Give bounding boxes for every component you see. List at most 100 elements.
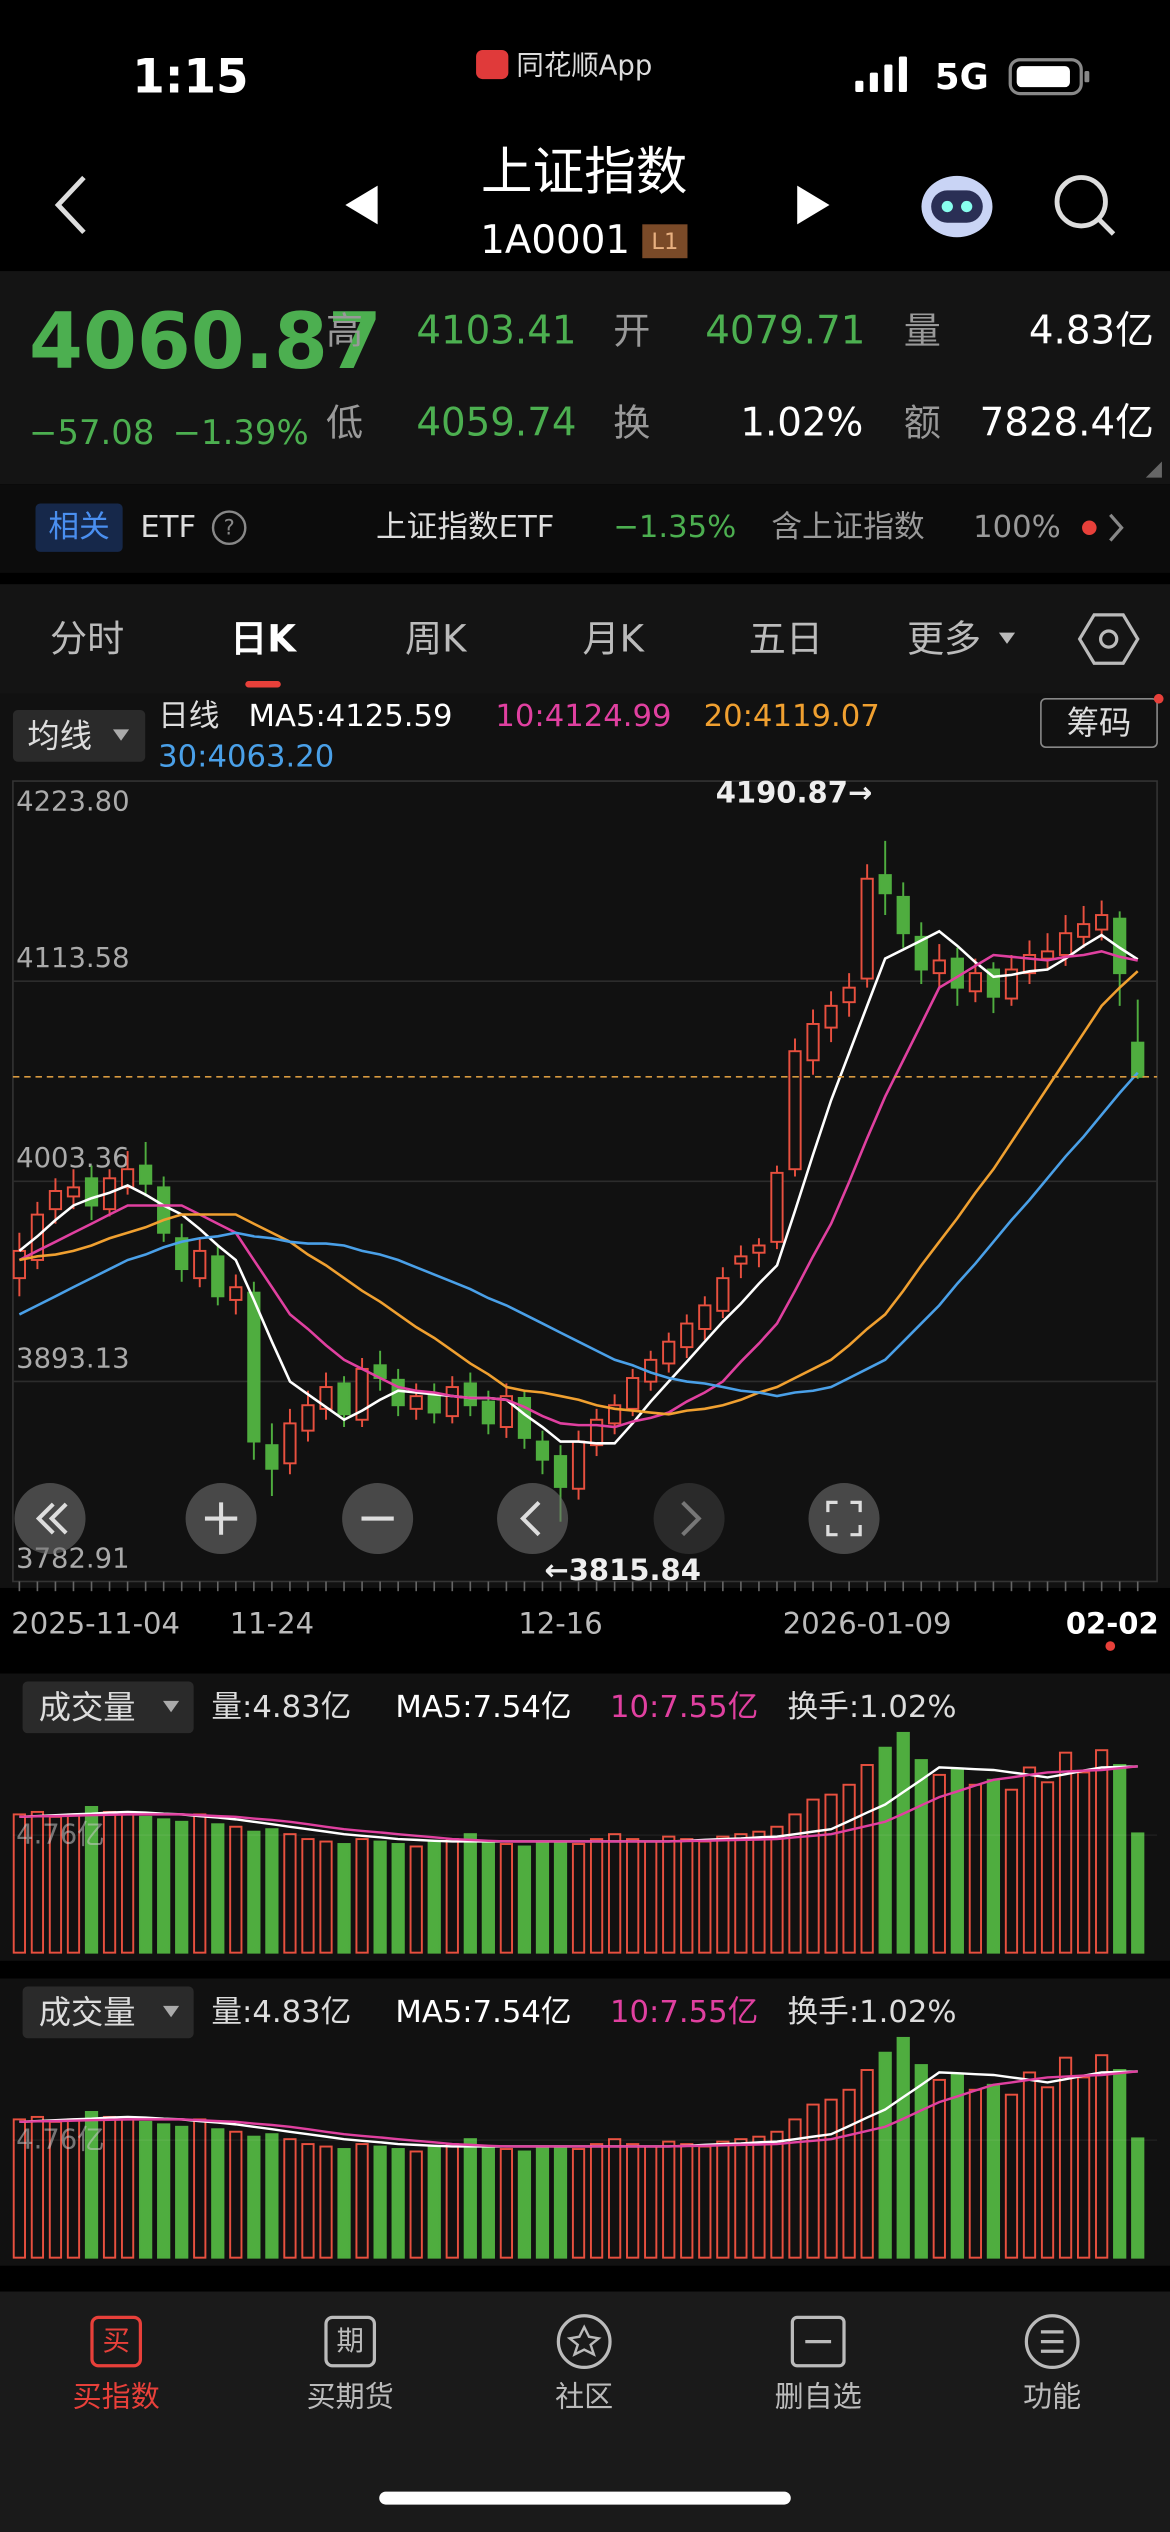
volume-bar	[30, 1810, 45, 1954]
candle-body	[319, 1386, 333, 1410]
volume-bar	[1131, 2137, 1145, 2259]
help-icon[interactable]	[211, 510, 247, 546]
assistant-button[interactable]	[921, 175, 993, 238]
chart-control[interactable]	[808, 1483, 880, 1555]
stat-label: 开	[613, 309, 650, 352]
nav-label[interactable]: 功能	[1023, 2379, 1081, 2413]
tab[interactable]: 周K	[405, 618, 468, 661]
volume-bar	[1095, 1749, 1109, 1954]
candle-body	[337, 1382, 351, 1416]
tab[interactable]: 更多	[907, 618, 981, 661]
volume-bar	[1113, 2069, 1127, 2259]
turnover-label: 换手:1.02%	[788, 1690, 957, 1725]
nav-label[interactable]: 买期货	[307, 2379, 394, 2413]
volume-bar	[553, 1840, 568, 1954]
volume-ma-legend: 10:7.55亿	[610, 1690, 758, 1725]
volume-bar	[481, 2145, 495, 2259]
volume-bar	[445, 2143, 459, 2259]
x-tick-label: 02-02	[1066, 1606, 1159, 1640]
candle-body	[842, 986, 856, 1004]
y-tick-label: 4113.58	[16, 943, 129, 974]
control-icon	[204, 1502, 238, 1535]
chart-control[interactable]	[653, 1483, 725, 1555]
quote-panel	[0, 271, 1170, 485]
volume-ma-legend: MA5:7.54亿	[395, 1995, 571, 2030]
candle-body	[481, 1400, 495, 1425]
ma-line	[18, 1071, 1139, 1398]
candle-body	[48, 1190, 63, 1211]
nav-icon	[556, 2314, 612, 2370]
volume-bar	[427, 2145, 441, 2259]
chips-button[interactable]	[1040, 697, 1158, 748]
x-tick-label: 12-16	[518, 1606, 602, 1640]
nav-label[interactable]: 删自选	[775, 2379, 862, 2413]
volume-bar	[283, 1833, 297, 1954]
chart-control[interactable]	[497, 1483, 569, 1555]
volume-bar	[409, 2150, 423, 2259]
ma-button[interactable]	[12, 710, 146, 762]
volume-bar	[752, 2135, 766, 2259]
control-icon	[35, 1502, 68, 1535]
volume-bar	[391, 1843, 405, 1954]
candle-body	[878, 874, 892, 895]
turnover-label: 换手:1.02%	[788, 1995, 957, 2030]
candle-body	[120, 1168, 135, 1189]
candle-body	[1058, 932, 1073, 956]
tab[interactable]: 五日	[749, 618, 823, 661]
volume-bar	[734, 2138, 748, 2259]
control-icon	[826, 1500, 862, 1537]
volume-bar	[752, 1830, 766, 1954]
volume-bar	[229, 2130, 243, 2259]
volume-tick-label: 4.76亿	[16, 2125, 104, 2156]
volume-bar	[30, 2115, 45, 2259]
volume-bar	[698, 2145, 712, 2259]
volume-bar	[517, 1845, 532, 1954]
settings-button[interactable]	[1077, 613, 1140, 665]
volume-bar	[499, 2148, 514, 2259]
ma-legend: 20:4119.07	[704, 699, 880, 734]
volume-button[interactable]	[22, 1681, 194, 1734]
x-tick-label: 2026-01-09	[783, 1606, 952, 1640]
volume-bar	[391, 2148, 405, 2259]
volume-button[interactable]	[22, 1986, 194, 2039]
volume-bar	[12, 1813, 26, 1954]
volume-bar	[1022, 2071, 1037, 2259]
related-bar[interactable]	[0, 484, 1170, 573]
back-button[interactable]	[54, 175, 86, 235]
candle-body	[698, 1304, 712, 1330]
candle-body	[1004, 968, 1019, 1000]
volume-bar	[337, 1843, 351, 1954]
ma-button-text: 均线	[27, 717, 92, 755]
tab[interactable]: 月K	[583, 618, 646, 661]
volume-bar	[1113, 1764, 1127, 1954]
candle-body	[175, 1237, 189, 1271]
change: −57.08	[29, 413, 154, 452]
volume-bar	[932, 2078, 946, 2259]
tab[interactable]: 分时	[50, 618, 124, 661]
nav-icon	[566, 2324, 602, 2357]
nav-label[interactable]: 买指数	[73, 2379, 160, 2413]
volume-bar	[644, 1840, 658, 1954]
next-button[interactable]	[797, 185, 830, 225]
prev-button[interactable]	[345, 185, 378, 225]
low-label: ←3815.84	[544, 1553, 701, 1587]
candle-body	[247, 1291, 261, 1443]
volume-bar	[716, 2140, 730, 2259]
control-icon	[681, 1500, 702, 1537]
volume-bar	[445, 1838, 459, 1954]
volume-bar	[535, 1840, 550, 1954]
tab[interactable]: 日K	[230, 618, 297, 661]
stat-label: 换	[613, 401, 650, 444]
app-icon	[476, 50, 509, 80]
stat-value: 4.83亿	[1029, 308, 1154, 353]
candle-body	[986, 968, 1001, 998]
volume-bar	[914, 1759, 928, 1954]
volume-bar	[301, 2143, 315, 2259]
search-button[interactable]	[1054, 175, 1116, 236]
volume-bar	[229, 1825, 243, 1954]
header-code: 1A0001	[480, 218, 630, 263]
volume-bar	[806, 1798, 820, 1954]
volume-bar	[157, 1818, 171, 1954]
nav-label[interactable]: 社区	[555, 2379, 613, 2413]
